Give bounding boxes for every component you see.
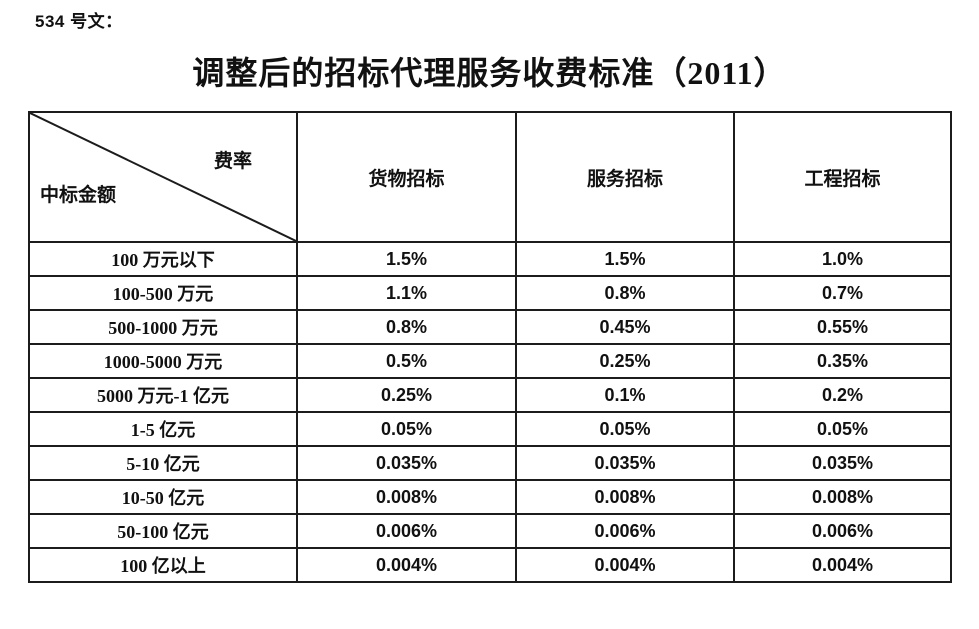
row-label: 1000-5000 万元 xyxy=(28,343,298,379)
rate-cell: 0.45% xyxy=(515,309,735,345)
rate-cell: 0.5% xyxy=(296,343,517,379)
table-row: 1-5 亿元 0.05% 0.05% 0.05% xyxy=(28,411,952,447)
rate-cell: 0.2% xyxy=(733,377,952,413)
row-label: 5-10 亿元 xyxy=(28,445,298,481)
rate-cell: 0.004% xyxy=(515,547,735,583)
table-row: 100-500 万元 1.1% 0.8% 0.7% xyxy=(28,275,952,311)
rate-cell: 0.8% xyxy=(515,275,735,311)
rate-cell: 1.1% xyxy=(296,275,517,311)
rate-cell: 0.35% xyxy=(733,343,952,379)
page-title: 调整后的招标代理服务收费标准（2011） xyxy=(192,55,787,91)
row-label: 10-50 亿元 xyxy=(28,479,298,515)
rate-cell: 0.05% xyxy=(733,411,952,447)
table-row: 5-10 亿元 0.035% 0.035% 0.035% xyxy=(28,445,952,481)
doc-number-label: 534 号文： xyxy=(35,12,123,31)
rate-cell: 1.5% xyxy=(296,241,517,277)
column-header-engineering: 工程招标 xyxy=(733,111,952,243)
rate-cell: 1.5% xyxy=(515,241,735,277)
row-label: 100 亿以上 xyxy=(28,547,298,583)
rate-cell: 0.008% xyxy=(296,479,517,515)
row-label: 100-500 万元 xyxy=(28,275,298,311)
rate-cell: 0.25% xyxy=(515,343,735,379)
column-header-services: 服务招标 xyxy=(515,111,735,243)
table-row: 50-100 亿元 0.006% 0.006% 0.006% xyxy=(28,513,952,549)
corner-label-amount: 中标金额 xyxy=(40,185,117,206)
rate-cell: 0.05% xyxy=(515,411,735,447)
diagonal-line xyxy=(30,113,296,241)
row-label: 5000 万元-1 亿元 xyxy=(28,377,298,413)
rate-cell: 0.1% xyxy=(515,377,735,413)
table-row: 500-1000 万元 0.8% 0.45% 0.55% xyxy=(28,309,952,345)
table-header-row: 费率 中标金额 货物招标 服务招标 工程招标 xyxy=(28,111,952,243)
rate-cell: 0.035% xyxy=(296,445,517,481)
rate-cell: 0.8% xyxy=(296,309,517,345)
rate-cell: 0.006% xyxy=(733,513,952,549)
row-label: 100 万元以下 xyxy=(28,241,298,277)
rate-cell: 0.006% xyxy=(515,513,735,549)
table-row: 100 万元以下 1.5% 1.5% 1.0% xyxy=(28,241,952,277)
corner-label-rate: 费率 xyxy=(213,151,252,172)
table-row: 100 亿以上 0.004% 0.004% 0.004% xyxy=(28,547,952,583)
row-label: 500-1000 万元 xyxy=(28,309,298,345)
rate-cell: 0.004% xyxy=(296,547,517,583)
diagonal-header-cell: 费率 中标金额 xyxy=(28,111,298,243)
rate-cell: 1.0% xyxy=(733,241,952,277)
row-label: 50-100 亿元 xyxy=(28,513,298,549)
rate-cell: 0.7% xyxy=(733,275,952,311)
column-header-goods: 货物招标 xyxy=(296,111,517,243)
fee-table: 费率 中标金额 货物招标 服务招标 工程招标 100 万元以下 1.5% 1.5% 1… xyxy=(28,111,952,583)
rate-cell: 0.035% xyxy=(733,445,952,481)
rate-cell: 0.008% xyxy=(515,479,735,515)
rate-cell: 0.05% xyxy=(296,411,517,447)
table-row: 10-50 亿元 0.008% 0.008% 0.008% xyxy=(28,479,952,515)
rate-cell: 0.25% xyxy=(296,377,517,413)
rate-cell: 0.008% xyxy=(733,479,952,515)
row-label: 1-5 亿元 xyxy=(28,411,298,447)
rate-cell: 0.004% xyxy=(733,547,952,583)
table-row: 5000 万元-1 亿元 0.25% 0.1% 0.2% xyxy=(28,377,952,413)
rate-cell: 0.006% xyxy=(296,513,517,549)
rate-cell: 0.035% xyxy=(515,445,735,481)
rate-cell: 0.55% xyxy=(733,309,952,345)
table-row: 1000-5000 万元 0.5% 0.25% 0.35% xyxy=(28,343,952,379)
